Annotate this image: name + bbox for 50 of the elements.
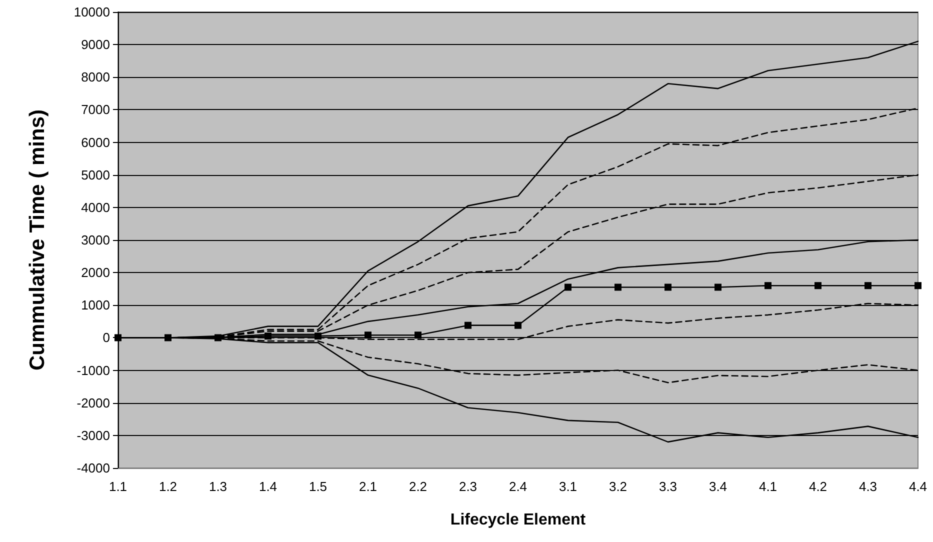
- point: [214, 334, 222, 342]
- x-tick-label: 1.3: [208, 479, 228, 494]
- x-tick-label: 4.1: [758, 479, 778, 494]
- point: [564, 284, 572, 291]
- point: [864, 282, 872, 290]
- x-tick-label: 3.1: [558, 479, 578, 494]
- y-tick-label: 10000: [74, 4, 110, 20]
- y-tick-label: 1000: [81, 298, 110, 313]
- y-tick-label: -1000: [76, 362, 110, 378]
- x-tick-label: 4.2: [808, 479, 828, 494]
- x-tick-label: 1.2: [158, 479, 178, 494]
- x-axis-title: Lifecycle Element: [450, 512, 586, 528]
- x-tick-label: 1.1: [108, 479, 128, 494]
- y-tick-label: 5000: [81, 167, 110, 182]
- point: [814, 282, 822, 290]
- y-tick-label: 0: [102, 330, 110, 346]
- point: [314, 332, 322, 340]
- y-tick-label: -2000: [76, 395, 110, 410]
- x-tick-label: 2.4: [508, 479, 528, 494]
- point: [464, 322, 472, 329]
- y-tick-label: 2000: [81, 265, 110, 280]
- y-tick-label: 9000: [81, 37, 110, 52]
- y-tick-label: -3000: [76, 428, 110, 443]
- y-tick-label: 4000: [81, 200, 110, 215]
- point: [514, 322, 522, 329]
- point: [614, 284, 622, 291]
- x-tick-label: 2.3: [458, 479, 478, 494]
- x-tick-label: 3.3: [658, 479, 678, 494]
- point: [714, 284, 722, 291]
- x-tick-label: 2.2: [408, 479, 428, 494]
- y-tick-label: 6000: [81, 134, 110, 150]
- point: [664, 284, 672, 291]
- point: [164, 334, 172, 342]
- x-tick-label: 3.4: [708, 479, 728, 494]
- x-tick-label: 2.1: [358, 479, 378, 494]
- point: [364, 332, 372, 339]
- x-tick-label: 4.3: [858, 479, 878, 494]
- point: [764, 282, 772, 290]
- y-tick-label: 8000: [81, 70, 110, 85]
- y-tick-label: 7000: [81, 102, 110, 118]
- y-tick-label: 3000: [81, 232, 110, 248]
- point: [264, 332, 272, 340]
- x-tick-label: 1.5: [308, 479, 328, 494]
- y-tick-label: -4000: [76, 460, 110, 476]
- y-axis-title: Cummulative Time ( mins): [26, 109, 49, 371]
- x-tick-label: 3.2: [608, 479, 628, 494]
- point: [414, 332, 422, 339]
- x-tick-label: 1.4: [258, 479, 278, 494]
- x-tick-label: 4.4: [908, 479, 928, 494]
- point: [914, 282, 922, 290]
